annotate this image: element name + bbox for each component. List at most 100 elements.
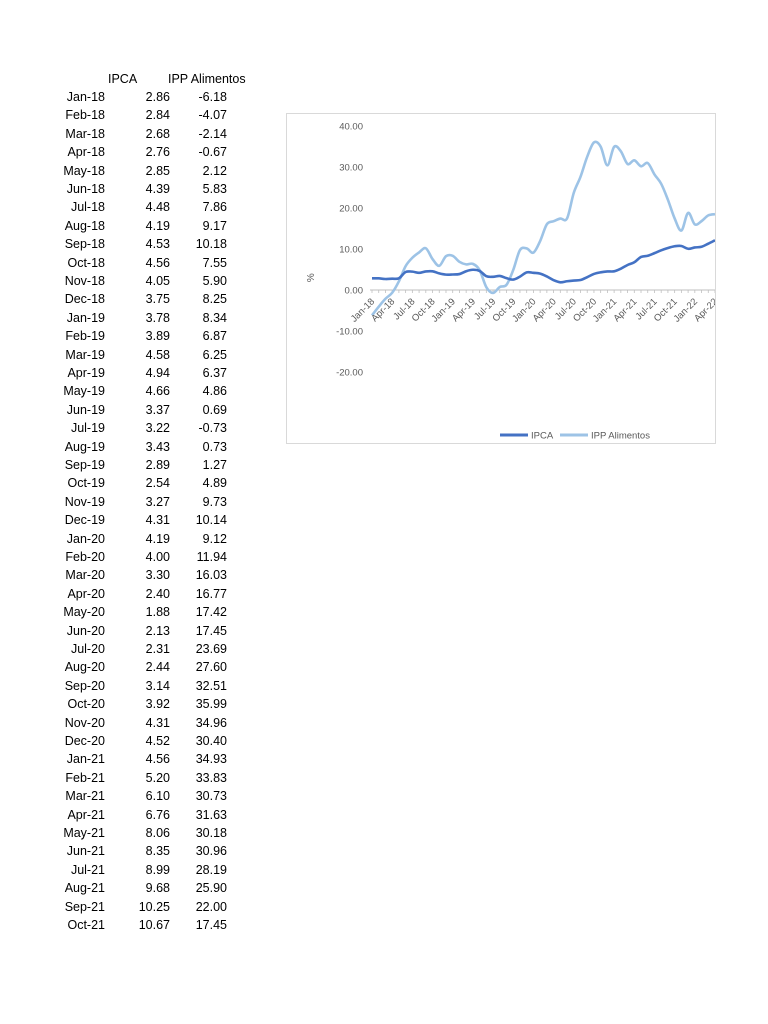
cell-ipca: 3.30 <box>145 568 170 583</box>
cell-ipp-alimentos: 4.86 <box>202 384 227 399</box>
cell-ipp-alimentos: 17.42 <box>195 605 227 620</box>
cell-ipp-alimentos: 4.89 <box>202 476 227 491</box>
table-row: Jun-18 4.39 5.83 <box>55 182 255 200</box>
cell-ipp-alimentos: 6.87 <box>202 329 227 344</box>
cell-ipp-alimentos: 23.69 <box>195 642 227 656</box>
cell-date: Apr-18 <box>67 145 105 160</box>
cell-date: Jul-19 <box>70 421 105 436</box>
cell-ipp-alimentos: 25.90 <box>195 881 227 896</box>
cell-ipp-alimentos: 6.37 <box>202 366 227 380</box>
cell-ipp-alimentos: 17.45 <box>195 623 227 638</box>
cell-ipp-alimentos: 34.93 <box>195 752 227 767</box>
cell-ipp-alimentos: 10.14 <box>195 513 227 528</box>
cell-ipca: 9.68 <box>145 881 170 896</box>
table-row: Oct-20 3.92 35.99 <box>55 697 255 715</box>
table-row: Apr-19 4.94 6.37 <box>55 366 255 384</box>
cell-ipca: 10.25 <box>138 899 170 914</box>
table-row: Sep-18 4.53 10.18 <box>55 237 255 255</box>
table-row: Dec-19 4.31 10.14 <box>55 513 255 531</box>
cell-ipca: 3.78 <box>145 310 170 325</box>
cell-ipp-alimentos: 8.34 <box>202 310 227 325</box>
cell-ipp-alimentos: 6.25 <box>202 347 227 362</box>
series-line-ipp-alimentos <box>370 140 715 317</box>
x-tick-label: Apr-21 <box>611 296 639 324</box>
cell-date: Oct-19 <box>67 476 105 491</box>
table-row: May-20 1.88 17.42 <box>55 605 255 623</box>
cell-ipp-alimentos: 30.96 <box>195 844 227 859</box>
cell-ipp-alimentos: 2.12 <box>202 163 227 178</box>
cell-ipca: 2.44 <box>145 660 170 675</box>
table-row: Nov-19 3.27 9.73 <box>55 495 255 513</box>
cell-date: Oct-20 <box>67 697 105 712</box>
cell-ipp-alimentos: 33.83 <box>195 770 227 785</box>
cell-date: Sep-20 <box>64 678 105 693</box>
table-row: Dec-20 4.52 30.40 <box>55 734 255 752</box>
cell-date: Mar-20 <box>65 568 105 583</box>
table-row: Nov-20 4.31 34.96 <box>55 716 255 734</box>
cell-date: Nov-20 <box>64 715 105 730</box>
cell-ipca: 3.14 <box>145 678 170 693</box>
cell-date: Nov-19 <box>64 494 105 509</box>
cell-ipp-alimentos: -6.18 <box>198 90 228 104</box>
cell-date: Feb-18 <box>65 108 105 123</box>
cell-ipca: 2.31 <box>145 642 170 656</box>
cell-date: Feb-19 <box>65 329 105 344</box>
table-row: Feb-21 5.20 33.83 <box>55 771 255 789</box>
table-row: May-19 4.66 4.86 <box>55 384 255 402</box>
cell-ipca: 4.58 <box>145 347 170 362</box>
cell-date: May-19 <box>63 384 105 399</box>
cell-ipca: 6.10 <box>145 789 170 804</box>
cell-ipp-alimentos: 16.77 <box>195 586 227 601</box>
cell-ipp-alimentos: 28.19 <box>195 862 227 877</box>
table-row: Sep-21 10.25 22.00 <box>55 900 255 918</box>
cell-date: Oct-18 <box>67 255 105 270</box>
cell-date: Jan-19 <box>66 310 105 325</box>
cell-ipca: 3.43 <box>145 439 170 454</box>
cell-ipca: 4.00 <box>145 550 170 564</box>
table-row: Mar-20 3.30 16.03 <box>55 568 255 586</box>
table-row: Mar-21 6.10 30.73 <box>55 789 255 807</box>
cell-date: Apr-20 <box>67 586 105 601</box>
cell-ipca: 3.27 <box>145 494 170 509</box>
cell-date: Dec-19 <box>64 513 105 528</box>
table-row: Aug-18 4.19 9.17 <box>55 219 255 237</box>
table-row: Oct-21 10.67 17.45 <box>55 918 255 936</box>
cell-ipp-alimentos: 5.83 <box>202 182 227 196</box>
table-row: Sep-19 2.89 1.27 <box>55 458 255 476</box>
cell-date: Jun-18 <box>66 182 105 196</box>
table-row: Aug-20 2.44 27.60 <box>55 660 255 678</box>
cell-date: Sep-19 <box>64 458 105 472</box>
cell-date: Aug-20 <box>64 660 105 675</box>
cell-ipca: 6.76 <box>145 807 170 822</box>
table-row: Sep-20 3.14 32.51 <box>55 679 255 697</box>
cell-ipca: 4.05 <box>145 274 170 288</box>
table-row: Jul-21 8.99 28.19 <box>55 863 255 881</box>
cell-ipp-alimentos: 22.00 <box>195 899 227 914</box>
cell-date: Dec-20 <box>64 734 105 748</box>
table-row: Jun-21 8.35 30.96 <box>55 844 255 862</box>
table-row: Oct-18 4.56 7.55 <box>55 256 255 274</box>
cell-date: Sep-21 <box>64 899 105 914</box>
legend-label: IPP Alimentos <box>591 431 650 442</box>
cell-ipca: 10.67 <box>138 918 170 932</box>
cell-ipp-alimentos: -0.73 <box>198 421 228 436</box>
cell-date: Aug-21 <box>64 881 105 896</box>
cell-ipca: 2.76 <box>145 145 170 160</box>
y-tick-label: -10.00 <box>336 327 363 338</box>
cell-ipp-alimentos: 30.40 <box>195 734 227 748</box>
table-row: Jul-19 3.22 -0.73 <box>55 421 255 439</box>
table-row: Aug-19 3.43 0.73 <box>55 440 255 458</box>
cell-ipp-alimentos: 27.60 <box>195 660 227 675</box>
cell-ipca: 4.53 <box>145 237 170 252</box>
cell-ipp-alimentos: 16.03 <box>195 568 227 583</box>
cell-date: May-18 <box>63 163 105 178</box>
cell-ipca: 4.56 <box>145 255 170 270</box>
table-row: Apr-18 2.76 -0.67 <box>55 145 255 163</box>
chart-area[interactable]: 40.00 30.00 20.00 10.00 0.00 -10.00 -20.00% Jan… <box>286 113 716 444</box>
table-row: Apr-20 2.40 16.77 <box>55 587 255 605</box>
table-row: Jul-20 2.31 23.69 <box>55 642 255 660</box>
cell-ipca: 3.89 <box>145 329 170 344</box>
header-ipca: IPCA <box>108 72 138 86</box>
table-row: Aug-21 9.68 25.90 <box>55 881 255 899</box>
cell-ipca: 3.37 <box>145 402 170 417</box>
